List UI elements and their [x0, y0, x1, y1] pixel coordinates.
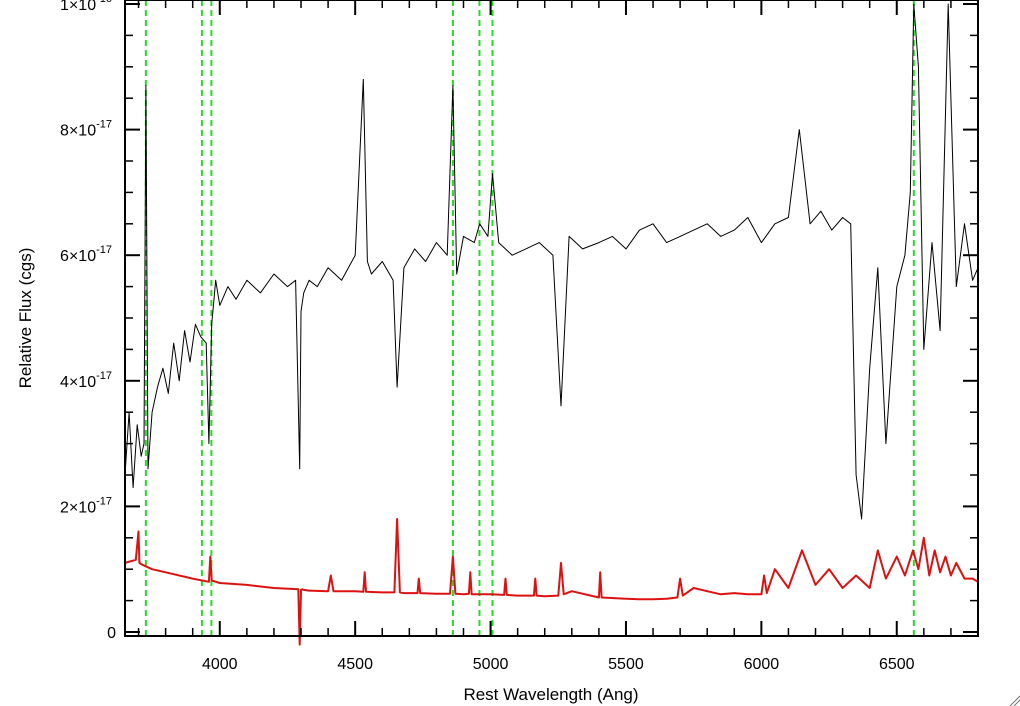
y-tick-label: 1×10-16: [60, 0, 112, 14]
x-tick-label: 4000: [202, 656, 238, 673]
plot-frame: [124, 0, 979, 637]
y-axis-label: Relative Flux (cgs): [16, 248, 35, 389]
y-axis-ticks: 0 2×10-17 4×10-17 6×10-17 8×10-17 1×10-16: [60, 0, 978, 642]
spectrum-series: [124, 3, 979, 646]
y-tick-label: 0: [107, 625, 116, 642]
y-tick-label: 4×10-17: [60, 370, 112, 391]
x-tick-label: 5000: [473, 656, 509, 673]
x-tick-label: 4500: [337, 656, 373, 673]
y-tick-label: 8×10-17: [60, 119, 112, 140]
x-tick-label: 5500: [608, 656, 644, 673]
emission-line-markers: [144, 0, 915, 636]
x-tick-label: 6500: [879, 656, 915, 673]
x-axis-ticks: 4000 4500 5000 5500 6000 6500: [137, 0, 979, 673]
x-tick-label: 6000: [744, 656, 780, 673]
x-axis-label: Rest Wavelength (Ang): [463, 685, 638, 704]
y-tick-label: 2×10-17: [60, 495, 112, 516]
spectrum-line: [124, 3, 979, 520]
model-line: [124, 518, 979, 646]
resize-grip-icon: [1009, 695, 1020, 706]
y-tick-label: 6×10-17: [60, 244, 112, 265]
